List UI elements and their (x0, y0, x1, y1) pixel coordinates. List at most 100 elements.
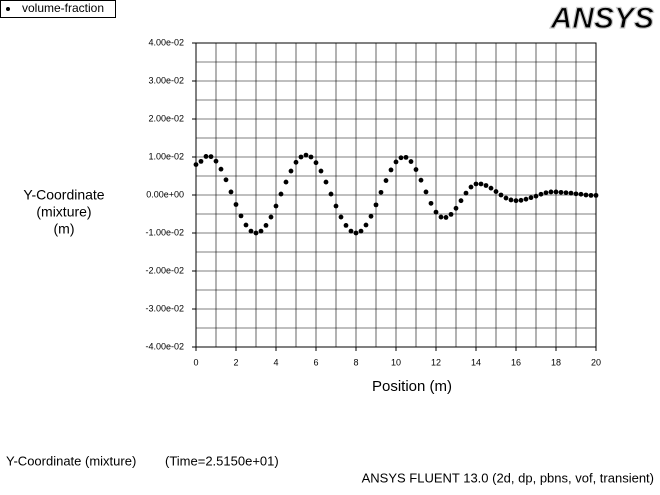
data-point (443, 215, 449, 220)
data-point (558, 189, 564, 195)
data-point (253, 230, 259, 236)
data-point (503, 195, 509, 201)
data-point (568, 190, 574, 196)
data-point (433, 209, 439, 215)
data-point (588, 192, 594, 198)
x-axis-label: Position (m) (372, 378, 452, 395)
data-point (368, 213, 374, 219)
data-point (463, 190, 469, 196)
y-tick-label: 1.00e-02 (148, 151, 184, 161)
data-point (218, 166, 224, 172)
data-point (293, 159, 299, 165)
x-tick-label: 16 (511, 357, 521, 367)
data-point (453, 205, 459, 211)
data-point (458, 198, 464, 204)
data-point (533, 193, 539, 199)
data-point (243, 222, 249, 228)
data-point (578, 191, 584, 197)
data-point (288, 168, 294, 174)
data-point (313, 160, 319, 166)
x-tick-label: 10 (391, 357, 401, 367)
data-point (518, 197, 524, 203)
y-tick-label: 2.00e-02 (148, 113, 184, 123)
data-point (413, 167, 419, 172)
data-point (528, 195, 534, 201)
legend-box (0, 0, 116, 18)
data-point (323, 179, 329, 185)
data-point (403, 154, 409, 160)
data-point (233, 202, 239, 207)
y-axis-label: (m) (54, 221, 75, 237)
x-tick-label: 8 (353, 357, 358, 367)
data-point (508, 197, 514, 203)
data-point (358, 228, 364, 234)
data-point (573, 191, 579, 197)
data-point (473, 181, 479, 187)
data-point (513, 198, 519, 204)
data-point (278, 191, 284, 197)
data-point (338, 214, 344, 220)
y-axis-label: Y-Coordinate (23, 187, 104, 203)
y-tick-label: -1.00e-02 (145, 227, 184, 237)
data-point (538, 191, 544, 197)
data-point (373, 202, 379, 208)
data-point (308, 154, 314, 160)
legend-label: volume-fraction (22, 1, 104, 15)
data-point (388, 167, 394, 173)
x-tick-label: 14 (471, 357, 481, 367)
data-point (383, 178, 389, 183)
data-point (198, 158, 204, 164)
data-point (273, 203, 279, 209)
data-point (343, 223, 349, 228)
data-point (448, 211, 454, 217)
x-tick-label: 20 (591, 357, 601, 367)
y-tick-label: 3.00e-02 (148, 75, 184, 85)
data-point (228, 189, 234, 195)
data-point (378, 189, 384, 195)
legend-marker (6, 7, 10, 11)
y-tick-label: 4.00e-02 (148, 37, 184, 47)
data-point (238, 213, 244, 219)
data-point (223, 177, 229, 183)
data-point (328, 191, 334, 197)
data-point (393, 159, 399, 165)
data-point (353, 230, 359, 236)
data-point (263, 223, 269, 228)
x-tick-label: 6 (313, 357, 318, 367)
data-point (523, 196, 529, 202)
data-point (333, 203, 339, 209)
data-point (203, 154, 209, 159)
data-point (548, 189, 554, 195)
y-tick-label: -3.00e-02 (145, 303, 184, 313)
data-point (438, 214, 444, 220)
data-point (283, 179, 289, 185)
data-point (488, 185, 494, 191)
data-point (418, 177, 424, 183)
y-tick-label: -4.00e-02 (145, 341, 184, 351)
data-point (563, 190, 569, 196)
data-point (398, 155, 404, 161)
footer-solver: ANSYS FLUENT 13.0 (2d, dp, pbns, vof, tr… (362, 470, 654, 485)
y-tick-label: -2.00e-02 (145, 265, 184, 275)
data-point (318, 168, 324, 174)
data-point (258, 228, 264, 234)
y-tick-label: 0.00e+00 (146, 189, 184, 199)
footer-variable: Y-Coordinate (mixture) (6, 453, 136, 468)
data-point (268, 214, 274, 220)
data-point (248, 228, 254, 234)
data-point (483, 183, 489, 188)
x-tick-label: 4 (273, 357, 278, 367)
data-point (208, 154, 214, 160)
y-axis-label: (mixture) (36, 204, 91, 220)
data-point (213, 158, 219, 164)
data-point (583, 192, 589, 198)
data-point (363, 222, 369, 228)
data-point (593, 192, 599, 198)
data-point (428, 200, 434, 206)
x-tick-label: 12 (431, 357, 441, 367)
data-point (468, 184, 474, 190)
data-point (543, 190, 549, 196)
data-point (303, 152, 309, 158)
